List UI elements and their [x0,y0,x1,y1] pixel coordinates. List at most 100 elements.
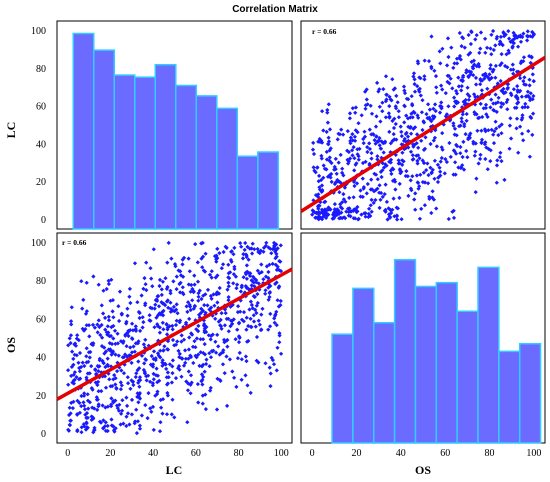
scatter-point [68,333,74,338]
scatter-point [460,112,465,117]
scatter-point [187,269,192,274]
scatter-point [107,377,112,382]
scatter-point [270,247,275,252]
scatter-point [177,351,182,356]
scatter-point [339,127,344,132]
scatter-point [211,292,216,297]
scatter-point [103,420,108,425]
scatter-point [512,105,517,110]
scatter-point [409,111,414,116]
scatter-point [238,309,243,314]
scatter-point [365,102,370,107]
scatter-point [239,244,244,249]
scatter-point [460,79,465,84]
scatter-point [228,270,233,275]
scatter-point [436,175,441,180]
scatter-point [143,282,148,287]
scatter-point [511,71,516,76]
scatter-point [218,323,223,328]
scatter-point [473,94,478,99]
scatter-point [325,120,330,125]
scatter-point [226,271,231,276]
scatter-point [244,327,249,332]
scatter-point [510,62,515,67]
scatter-point [198,337,203,342]
scatter-point [153,356,158,361]
scatter-point [371,200,376,205]
scatter-point [444,159,449,165]
scatter-point [124,321,129,326]
scatter-point [480,114,485,120]
scatter-point [239,377,244,382]
scatter-point [200,377,205,382]
scatter-point [278,243,283,248]
scatter-point [215,273,220,278]
scatter-point [234,384,239,389]
scatter-point [113,398,118,403]
scatter-point [69,373,74,378]
scatter-point [352,134,357,139]
scatter-point [208,355,214,360]
scatter-point [389,210,394,216]
scatter-point [274,368,279,373]
scatter-point [406,138,411,143]
scatter-point [176,348,181,353]
scatter-point [396,158,401,163]
scatter-point [254,280,259,285]
scatter-point [111,399,116,404]
scatter-point [99,344,105,349]
scatter-point [459,44,464,49]
scatter-point [257,251,262,256]
scatter-point [148,406,153,411]
scatter-point [124,344,129,349]
scatter-point [272,320,277,325]
scatter-point [467,94,472,99]
scatter-point [84,420,89,425]
scatter-point [340,170,345,175]
scatter-point [455,61,460,66]
scatter-point [204,361,209,367]
scatter-point [173,342,179,347]
scatter-point [213,316,218,321]
scatter-point [84,309,89,314]
scatter-point [483,129,488,134]
scatter-point [499,104,504,109]
scatter-point [515,84,520,89]
scatter-point [100,374,105,379]
scatter-point [158,397,163,403]
scatter-point [315,165,320,170]
scatter-point [337,210,342,216]
scatter-point [311,198,316,203]
scatter-point [230,369,235,374]
scatter-point [68,411,73,416]
scatter-point [411,74,416,79]
fit-line [56,267,293,401]
scatter-point [229,249,234,254]
scatter-point [523,94,529,99]
scatter-point [391,167,396,172]
scatter-point [94,395,99,400]
scatter-point [72,352,77,357]
scatter-point [385,217,390,222]
scatter-point [165,332,170,337]
scatter-point [420,127,425,133]
x-tick-label: 40 [396,448,406,459]
scatter-point [100,335,105,340]
scatter-point [318,139,323,145]
scatter-point [360,194,365,199]
scatter-point [378,146,383,151]
scatter-point [95,322,100,327]
scatter-point [454,56,460,61]
scatter-point [367,146,372,152]
scatter-point [113,341,118,346]
scatter-point [95,330,100,335]
scatter-point [94,372,99,377]
scatter-point [267,290,272,296]
scatter-point [461,167,467,172]
scatter-point [439,100,444,105]
scatter-point [428,117,433,122]
scatter-point [466,32,471,38]
scatter-point [369,132,374,137]
scatter-point [518,76,523,81]
scatter-point [87,334,92,339]
